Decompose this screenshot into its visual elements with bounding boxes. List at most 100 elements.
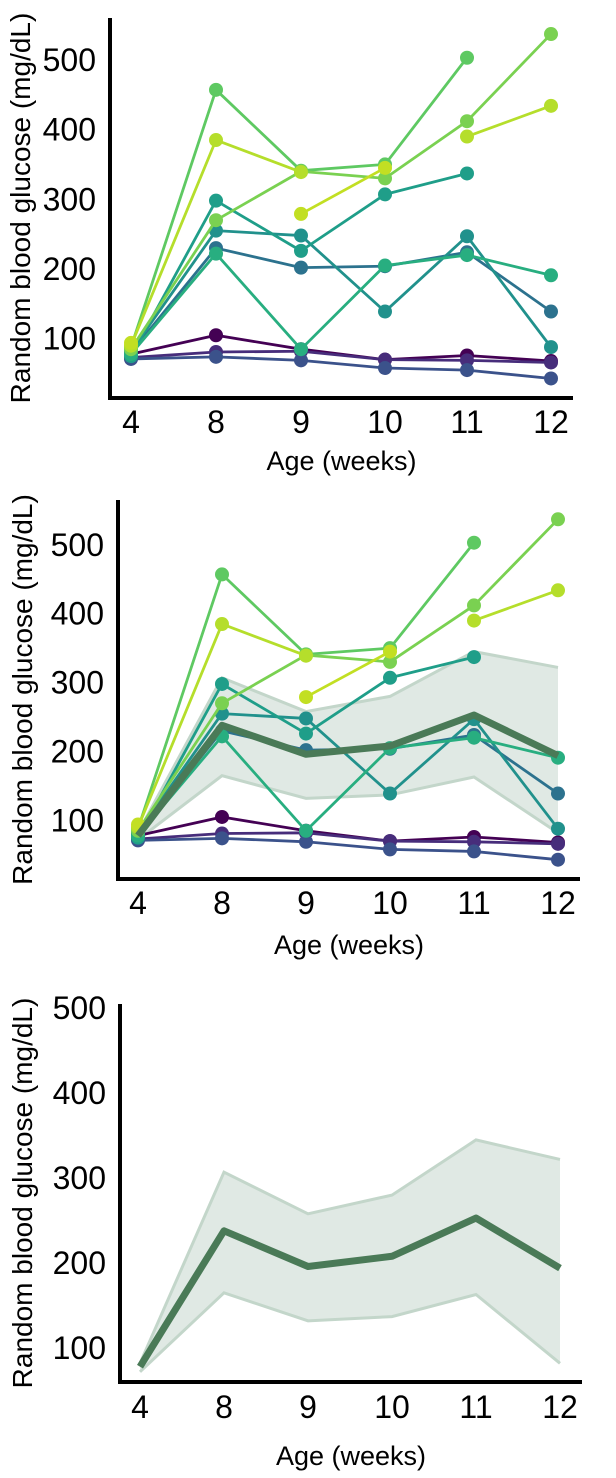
axes: 100 200 300 400 500 4 8 9 10 11 12 Age (weeks) Rando… xyxy=(7,990,582,1471)
series-5 xyxy=(131,650,481,845)
x-tick-label: 11 xyxy=(450,404,483,440)
data-point xyxy=(551,512,565,527)
band-layer xyxy=(136,650,559,841)
data-point xyxy=(551,836,565,851)
series-line xyxy=(466,104,552,138)
data-point xyxy=(294,165,308,180)
data-point xyxy=(294,228,308,243)
series-line xyxy=(129,56,469,348)
data-point xyxy=(544,304,558,319)
y-tick-label: 300 xyxy=(51,665,104,701)
series-10 xyxy=(124,160,392,350)
axes: 100 200 300 400 500 4 8 9 10 11 12 Age (weeks) Rando… xyxy=(5,13,573,476)
series-8 xyxy=(124,27,558,357)
mean-line xyxy=(135,711,560,838)
data-point xyxy=(383,786,397,801)
data-point xyxy=(299,690,313,705)
band-upper-edge xyxy=(138,1138,561,1364)
y-tick-label: 200 xyxy=(43,251,96,287)
data-point xyxy=(294,206,308,221)
y-axis-title: Random blood glucose (mg/dL) xyxy=(5,13,36,404)
data-point xyxy=(124,335,138,350)
series-line xyxy=(136,518,560,832)
series-line xyxy=(300,166,386,216)
data-point xyxy=(378,304,392,319)
series-line xyxy=(137,836,559,862)
x-axis-title: Age (weeks) xyxy=(274,930,424,960)
data-point xyxy=(467,598,481,613)
data-point xyxy=(383,670,397,685)
x-tick-label: 12 xyxy=(533,404,569,440)
y-tick-label: 100 xyxy=(51,802,104,838)
data-point xyxy=(544,98,558,113)
data-point xyxy=(544,268,558,283)
x-tick-label: 9 xyxy=(292,404,310,440)
data-point xyxy=(215,617,229,632)
data-point xyxy=(215,696,229,711)
chart-panel-mean-only: 100 200 300 400 500 4 8 9 10 11 12 Age (weeks) Rando… xyxy=(7,990,582,1471)
data-point xyxy=(299,726,313,741)
data-point xyxy=(467,650,481,665)
y-axis-title: Random blood glucose (mg/dL) xyxy=(7,494,38,885)
data-point xyxy=(294,243,308,258)
data-point xyxy=(299,834,313,849)
data-point xyxy=(467,613,481,628)
data-point xyxy=(209,82,223,97)
data-point xyxy=(460,50,474,65)
y-tick-label: 500 xyxy=(43,42,96,78)
data-point xyxy=(467,730,481,745)
chart-panel-individuals: 100 200 300 400 500 4 8 9 10 11 12 Age (weeks) Rando… xyxy=(5,13,573,476)
series-line xyxy=(130,349,552,364)
series-9 xyxy=(124,98,558,353)
data-point xyxy=(544,340,558,355)
x-tick-label: 10 xyxy=(372,885,408,921)
data-point xyxy=(467,834,481,849)
band-lower-edge xyxy=(137,773,559,841)
series-line xyxy=(473,588,559,622)
data-point xyxy=(294,342,308,357)
x-tick-label: 9 xyxy=(297,885,315,921)
series-4 xyxy=(124,223,558,359)
data-point xyxy=(460,363,474,378)
x-tick-label: 4 xyxy=(122,404,140,440)
data-point xyxy=(299,648,313,663)
x-tick-label: 8 xyxy=(213,885,231,921)
confidence-band xyxy=(138,651,558,840)
data-point xyxy=(378,361,392,376)
x-tick-label: 10 xyxy=(367,404,403,440)
series-line xyxy=(136,712,560,834)
data-point xyxy=(209,213,223,228)
data-point xyxy=(383,842,397,857)
series-line xyxy=(129,33,553,350)
data-point xyxy=(460,129,474,144)
y-tick-label: 300 xyxy=(43,181,96,217)
x-tick-label: 11 xyxy=(459,1389,492,1425)
y-tick-label: 100 xyxy=(43,321,96,357)
data-point xyxy=(215,809,229,824)
data-point xyxy=(467,535,481,550)
series-6 xyxy=(131,729,565,843)
x-tick-label: 10 xyxy=(374,1389,410,1425)
data-point xyxy=(209,328,223,343)
data-point xyxy=(383,654,397,669)
data-point xyxy=(215,567,229,582)
data-point xyxy=(383,644,397,659)
confidence-band xyxy=(140,1139,560,1372)
x-tick-label: 4 xyxy=(131,1389,149,1425)
data-point xyxy=(460,166,474,181)
data-point xyxy=(467,844,481,859)
y-tick-label: 500 xyxy=(53,990,106,1026)
y-tick-label: 500 xyxy=(51,527,104,563)
x-tick-label: 4 xyxy=(129,885,147,921)
data-point xyxy=(460,353,474,368)
y-tick-label: 200 xyxy=(51,734,104,770)
y-tick-label: 400 xyxy=(53,1075,106,1111)
y-tick-label: 300 xyxy=(53,1160,106,1196)
y-axis-title: Random blood glucose (mg/dL) xyxy=(7,998,38,1389)
series-line xyxy=(129,246,552,354)
data-point xyxy=(209,246,223,261)
data-point xyxy=(294,353,308,368)
y-tick-label: 200 xyxy=(53,1245,106,1281)
data-point xyxy=(209,193,223,208)
x-axis-title: Age (weeks) xyxy=(276,1441,426,1471)
